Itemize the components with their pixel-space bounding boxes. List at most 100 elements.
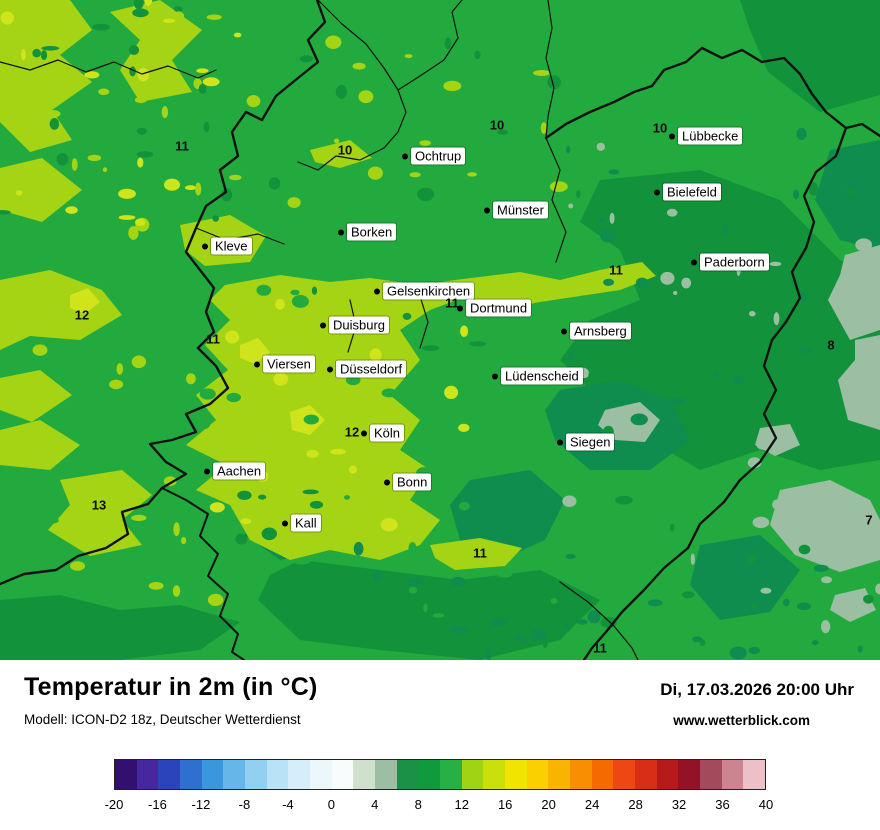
colorbar-cell <box>396 760 419 789</box>
temperature-value: 10 <box>337 142 353 158</box>
colorbar-tick-label: 28 <box>628 797 643 812</box>
colorbar-cell <box>570 760 592 789</box>
city-marker: Arnsberg <box>561 322 631 340</box>
city-label: Lüdenscheid <box>501 367 583 385</box>
city-dot-icon <box>374 288 380 294</box>
city-label: Münster <box>493 201 548 219</box>
city-marker: Kleve <box>202 237 252 255</box>
forecast-datetime: Di, 17.03.2026 20:00 Uhr <box>660 680 854 699</box>
city-marker: Dortmund <box>457 299 532 317</box>
colorbar-tick-label: 32 <box>671 797 687 812</box>
map-canvas: Ochtrup Münster Lübbecke Bielefeld Borken Kle… <box>0 0 880 660</box>
city-label: Kall <box>291 514 321 532</box>
temperature-value: 12 <box>344 424 360 440</box>
city-label: Arnsberg <box>570 322 631 340</box>
city-dot-icon <box>202 243 208 249</box>
city-label: Dortmund <box>466 299 532 317</box>
colorbar-cell <box>548 760 571 789</box>
colorbar-tick-label: -4 <box>282 797 294 812</box>
page-title: Temperatur in 2m (in °C) <box>24 673 318 701</box>
date-block: Di, 17.03.2026 20:00 Uhr www.wetterblick… <box>660 673 854 728</box>
city-marker: Köln <box>361 424 405 442</box>
colorbar-cell <box>331 760 354 789</box>
temperature-field-svg <box>0 0 880 660</box>
city-marker: Düsseldorf <box>327 360 407 378</box>
title-bar: Temperatur in 2m (in °C) Modell: ICON-D2… <box>0 660 880 756</box>
city-label: Duisburg <box>329 316 390 334</box>
city-dot-icon <box>654 189 660 195</box>
colorbar-cell <box>158 760 181 789</box>
model-info: Modell: ICON-D2 18z, Deutscher Wetterdie… <box>24 712 301 727</box>
city-label: Viersen <box>263 355 315 373</box>
temperature-legend: -20 -16 -12 -8 -4 0 4 8 12 16 20 24 28 32 36 40 <box>0 759 880 814</box>
temperature-value: 11 <box>609 262 623 278</box>
temperature-value: 10 <box>489 117 505 133</box>
temperature-speckles <box>0 0 880 660</box>
city-dot-icon <box>384 479 390 485</box>
colorbar-cell <box>700 760 722 789</box>
city-label: Paderborn <box>700 253 769 271</box>
colorbar-cell <box>375 760 397 789</box>
city-marker: Lübbecke <box>669 127 743 145</box>
city-dot-icon <box>254 361 260 367</box>
city-dot-icon <box>204 468 210 474</box>
colorbar-cell <box>591 760 614 789</box>
colorbar-cell <box>266 760 289 789</box>
temperature-value: 13 <box>91 497 107 513</box>
colorbar-tick-label: 12 <box>454 797 469 812</box>
city-dot-icon <box>557 439 563 445</box>
city-marker: Münster <box>484 201 548 219</box>
city-label: Gelsenkirchen <box>383 282 475 300</box>
colorbar-cell <box>115 760 137 789</box>
colorbar-cell <box>461 760 484 789</box>
title-block: Temperatur in 2m (in °C) Modell: ICON-D2… <box>24 673 318 727</box>
city-label: Borken <box>347 223 397 241</box>
colorbar-tick-label: 20 <box>541 797 556 812</box>
colorbar-tick-label: -20 <box>104 797 124 812</box>
colorbar-cell <box>223 760 246 789</box>
colorbar-cell <box>288 760 311 789</box>
temperature-value: 11 <box>473 545 487 561</box>
temperature-value: 11 <box>445 295 459 311</box>
colorbar-cell <box>353 760 376 789</box>
city-label: Kleve <box>211 237 252 255</box>
colorbar-cell <box>440 760 462 789</box>
city-dot-icon <box>402 153 408 159</box>
colorbar-cell <box>483 760 506 789</box>
city-label: Bonn <box>393 473 432 491</box>
city-dot-icon <box>561 328 567 334</box>
colorbar-cell <box>201 760 224 789</box>
colorbar-cell <box>613 760 636 789</box>
city-marker: Borken <box>338 223 397 241</box>
colorbar <box>114 759 766 790</box>
colorbar-tick-label: 40 <box>758 797 774 812</box>
website-text: www.wetterblick.com <box>673 713 810 728</box>
city-label: Aachen <box>213 462 266 480</box>
city-dot-icon <box>338 229 344 235</box>
colorbar-tick-label: 8 <box>414 797 422 812</box>
city-label: Bielefeld <box>663 183 721 201</box>
colorbar-cell <box>743 760 766 789</box>
colorbar-cell <box>418 760 441 789</box>
colorbar-tick-label: 0 <box>327 797 335 812</box>
colorbar-cell <box>678 760 701 789</box>
city-label: Ochtrup <box>411 147 466 165</box>
city-marker: Lüdenscheid <box>492 367 583 385</box>
city-marker: Viersen <box>254 355 315 373</box>
colorbar-cell <box>310 760 332 789</box>
city-label: Siegen <box>566 433 615 451</box>
temperature-value: 11 <box>593 640 607 656</box>
city-marker: Bielefeld <box>654 183 721 201</box>
city-marker: Paderborn <box>691 253 769 271</box>
colorbar-cell <box>656 760 679 789</box>
colorbar-cell <box>245 760 267 789</box>
city-marker: Bonn <box>384 473 432 491</box>
colorbar-cell <box>526 760 549 789</box>
colorbar-tick-label: 4 <box>371 797 379 812</box>
temperature-value: 11 <box>206 331 220 347</box>
city-label: Lübbecke <box>678 127 743 145</box>
colorbar-tick-label: 16 <box>497 797 513 812</box>
city-label: Köln <box>370 424 405 442</box>
city-marker: Siegen <box>557 433 615 451</box>
temperature-value: 7 <box>865 512 873 528</box>
